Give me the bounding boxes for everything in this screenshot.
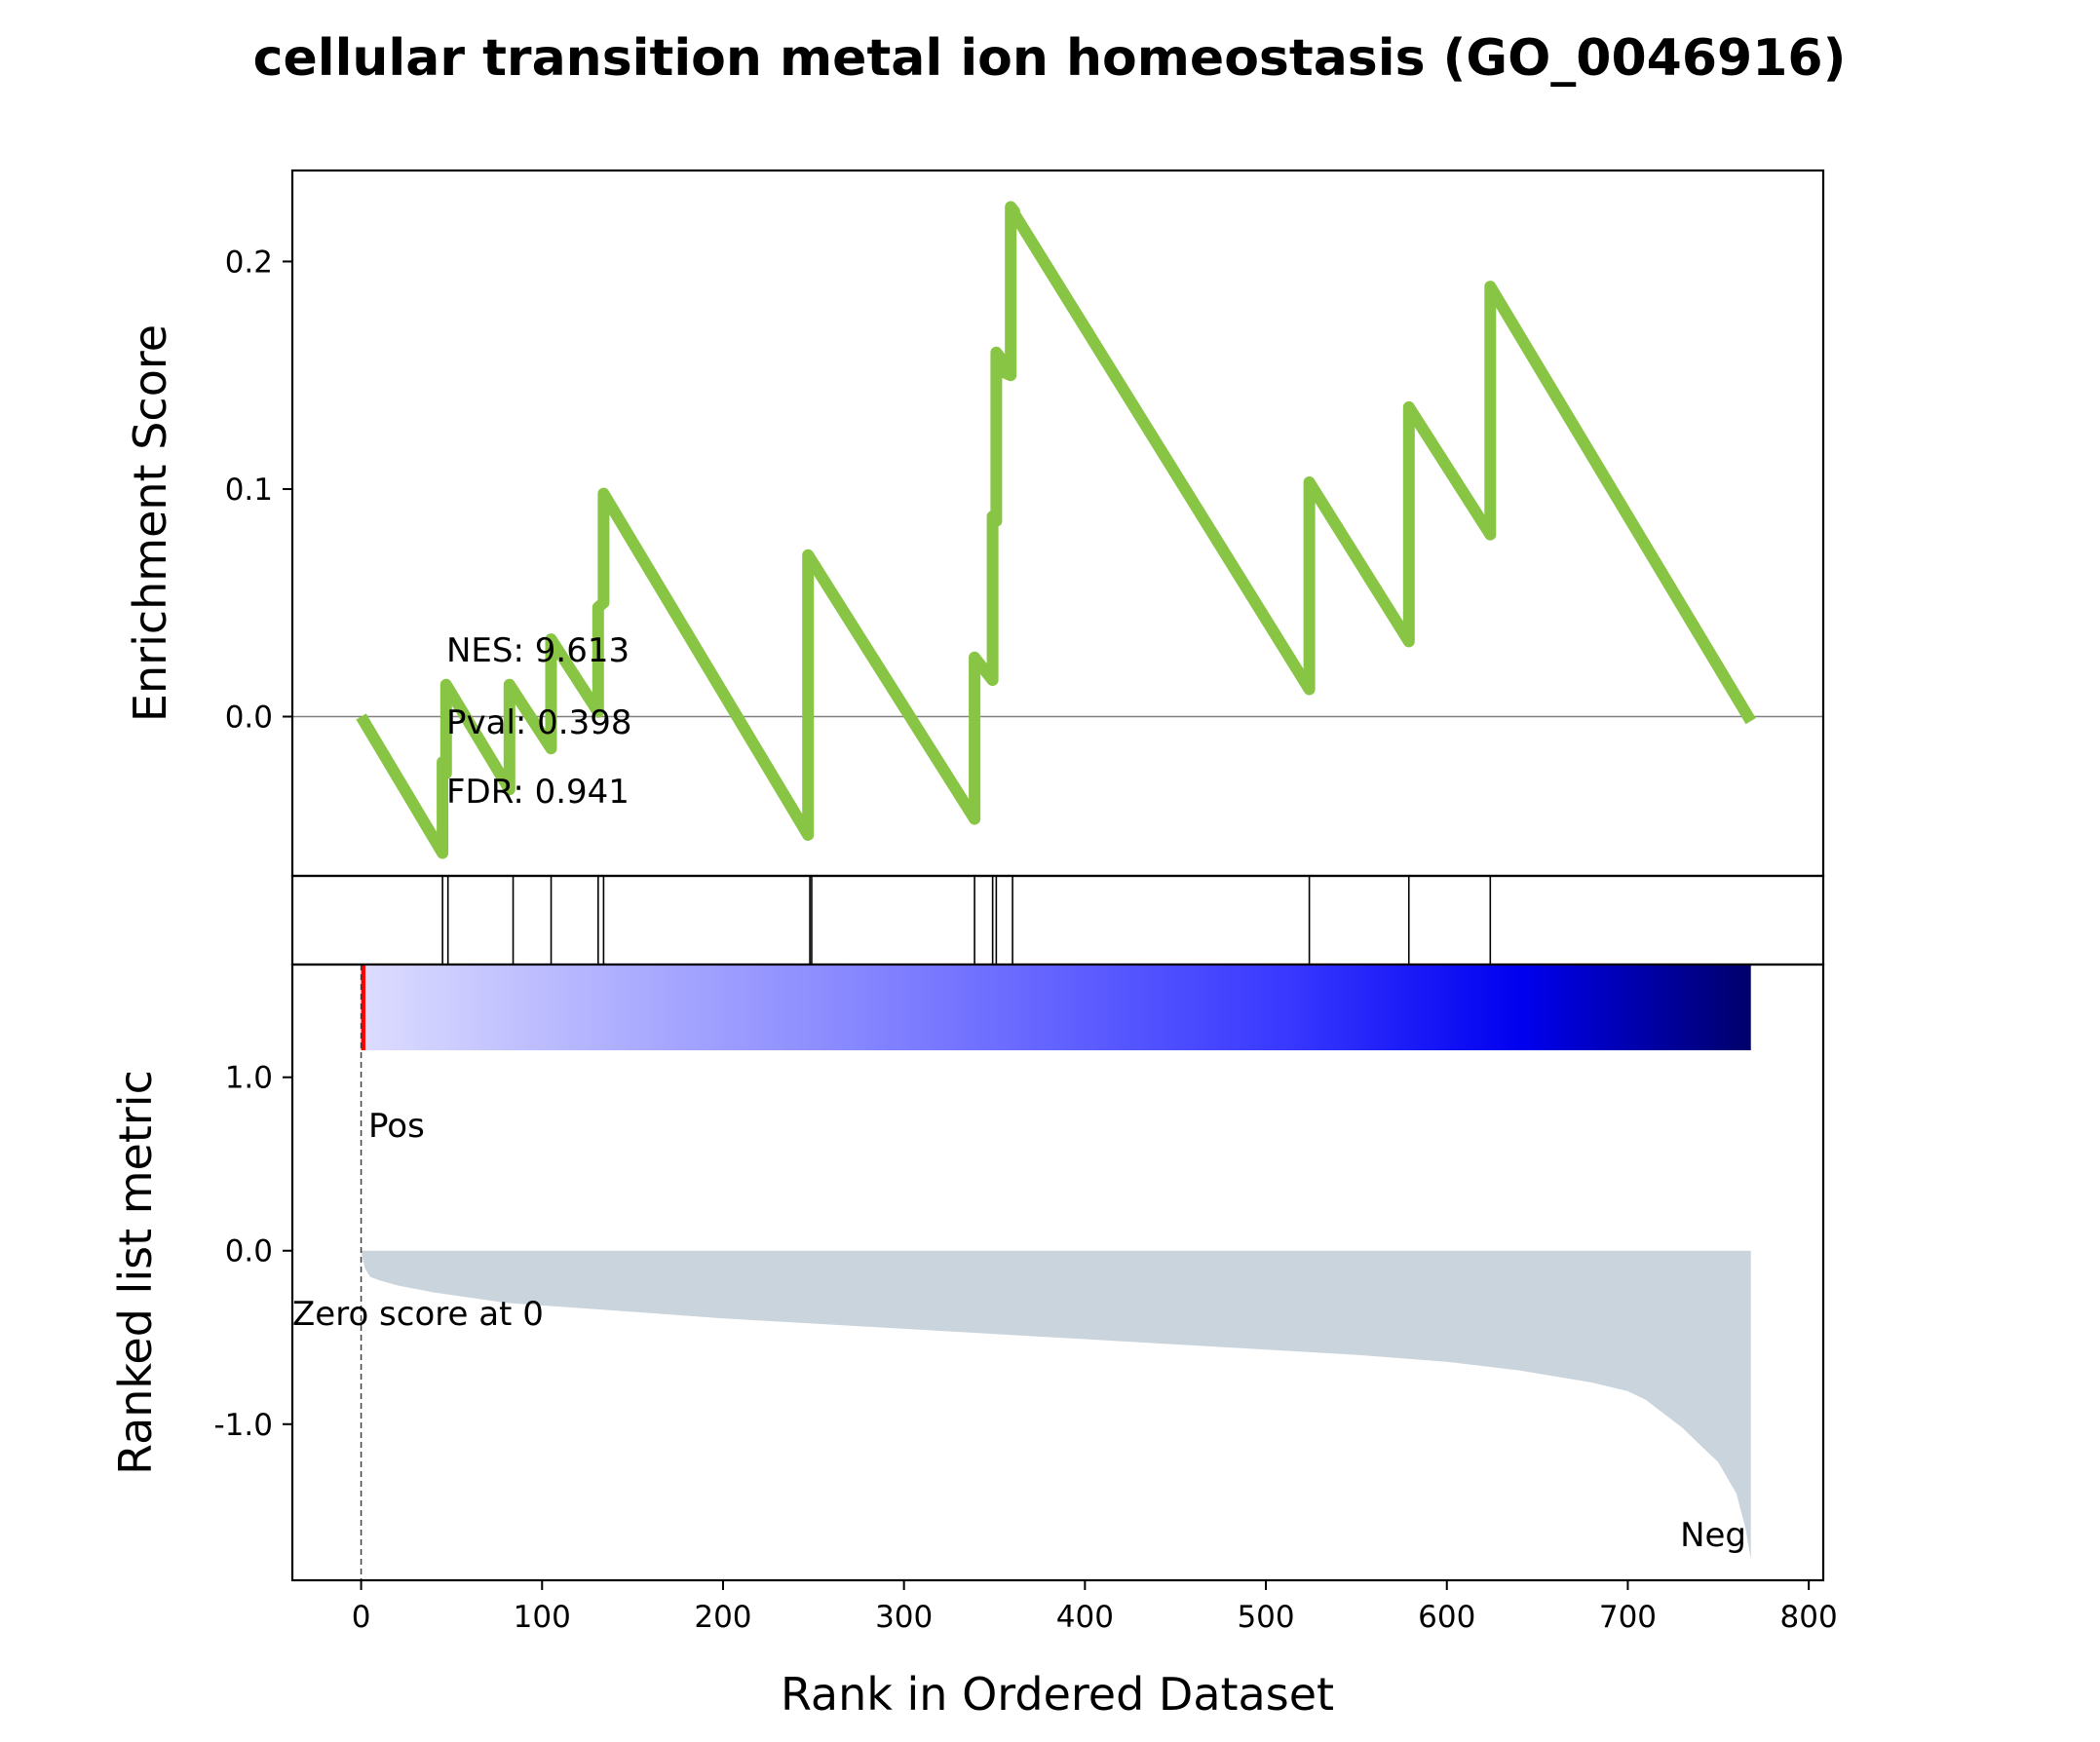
es-y-tick-label: 0.2 [225,245,273,280]
x-tick-label: 100 [514,1600,571,1635]
rank-y-axis-label: Ranked list metric [109,1070,162,1475]
gene-hits-panel [290,874,1825,966]
x-tick-label: 300 [875,1600,933,1635]
es-y-tick-label: 0.1 [225,473,273,508]
fdr-stat: FDR: 0.941 [446,773,630,812]
x-tick-label: 400 [1056,1600,1114,1635]
x-tick-label: 0 [352,1600,371,1635]
x-tick-label: 800 [1780,1600,1838,1635]
x-tick-label: 600 [1418,1600,1475,1635]
x-tick-label: 500 [1237,1600,1294,1635]
hits-frame [290,874,1825,966]
ranked-colorbar [361,965,1751,1050]
x-tick-label: 700 [1599,1600,1657,1635]
pos-label: Pos [368,1107,425,1146]
rank-y-tick-label: 1.0 [225,1061,273,1096]
es-series-line [356,201,1756,859]
ranked-metric-area [361,1250,1751,1560]
hit-lines [441,876,1492,965]
pval-stat: Pval: 0.398 [446,703,632,742]
zero-score-label: Zero score at 0 [292,1295,544,1334]
rank-y-tick-label: -1.0 [214,1408,274,1443]
chart-title: cellular transition metal ion homeostasi… [253,29,1847,88]
nes-stat: NES: 9.613 [446,631,630,670]
enrichment-score-panel: 0.0 0.1 0.2 NES: 9.613 Pval: 0.398 FDR: 0.… [124,169,1825,878]
es-y-axis-label: Enrichment Score [124,324,176,722]
x-tick-label: 200 [694,1600,751,1635]
rank-frame [290,963,1825,1582]
neg-label: Neg [1680,1516,1746,1555]
es-y-tick-label: 0.0 [225,701,273,736]
x-axis-label: Rank in Ordered Dataset [781,1668,1334,1721]
rank-y-tick-label: 0.0 [225,1234,273,1269]
ranked-metric-panel: 1.0 0.0 -1.0 Pos Neg Zero score at 0 0 100 2… [109,963,1838,1721]
es-y-ticks: 0.0 0.1 0.2 [225,245,292,736]
x-axis-ticks: 0 100 200 300 400 500 600 700 800 [352,1580,1838,1635]
rank-y-ticks: 1.0 0.0 -1.0 [214,1061,292,1443]
